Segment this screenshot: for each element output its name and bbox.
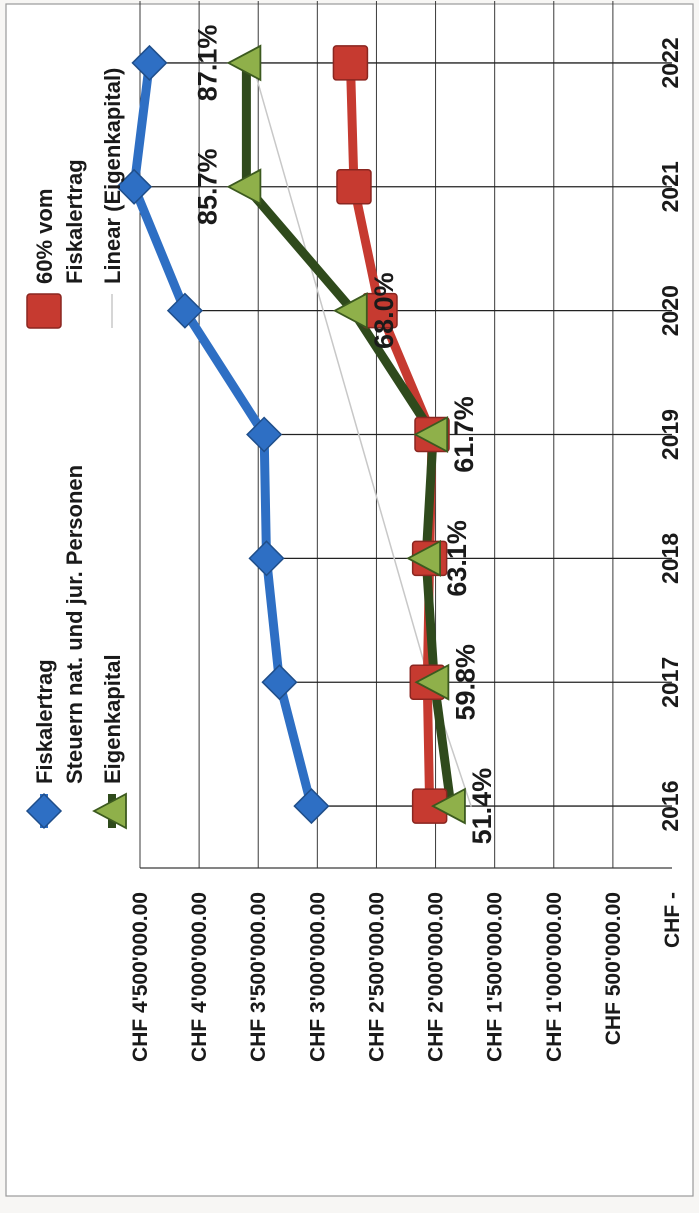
y-tick-label: CHF - <box>661 892 684 948</box>
y-tick-label: CHF 500'000.00 <box>602 892 625 1045</box>
y-tick-label: CHF 1'000'000.00 <box>543 892 566 1062</box>
point-eigenkapital <box>226 168 262 206</box>
point-fiskalertrag <box>246 416 283 453</box>
data-label: 51.4% <box>467 768 497 845</box>
legend-label: 60% vom <box>32 189 57 284</box>
legend-label: Eigenkapital <box>100 654 125 784</box>
legend-label: Linear (Eigenkapital) <box>100 68 125 284</box>
legend-label: Fiskalertrag <box>32 659 57 784</box>
point-eigenkapital <box>406 539 441 577</box>
point-fiskalertrag <box>131 44 168 81</box>
point-fiskalertrag <box>166 292 203 329</box>
y-tick-label: CHF 3'000'000.00 <box>306 892 329 1062</box>
legend-label: Steuern nat. und jur. Personen <box>62 465 87 784</box>
point-eigenkapital <box>414 663 450 701</box>
y-tick-label: CHF 3'500'000.00 <box>247 892 270 1062</box>
y-tick-label: CHF 2'000'000.00 <box>425 892 448 1062</box>
y-tick-label: CHF 1'500'000.00 <box>484 892 507 1062</box>
y-tick-label: CHF 2'500'000.00 <box>365 892 388 1062</box>
point-eigenkapital <box>431 787 466 825</box>
data-label: 59.8% <box>450 644 480 721</box>
data-label: 87.1% <box>192 25 222 102</box>
point-eigenkapital <box>226 44 262 82</box>
point-fiskalertrag <box>248 540 285 577</box>
point-fiskalertrag <box>25 792 63 830</box>
point-60-prozent <box>26 293 62 329</box>
point-eigenkapital <box>92 792 127 830</box>
y-tick-label: CHF 4'500'000.00 <box>129 892 152 1062</box>
point-60-prozent <box>336 169 372 205</box>
point-eigenkapital <box>332 292 368 330</box>
data-label: 85.7% <box>192 149 222 226</box>
legend-label: Fiskalertrag <box>62 159 87 284</box>
point-fiskalertrag <box>293 788 330 825</box>
point-fiskalertrag <box>116 168 153 205</box>
y-tick-label: CHF 4'000'000.00 <box>188 892 211 1062</box>
point-fiskalertrag <box>261 664 298 701</box>
data-label: 61.7% <box>449 396 479 473</box>
point-60-prozent <box>332 45 369 81</box>
point-eigenkapital <box>413 416 449 453</box>
data-label: 68.0% <box>369 272 399 349</box>
data-label: 63.1% <box>442 520 472 597</box>
